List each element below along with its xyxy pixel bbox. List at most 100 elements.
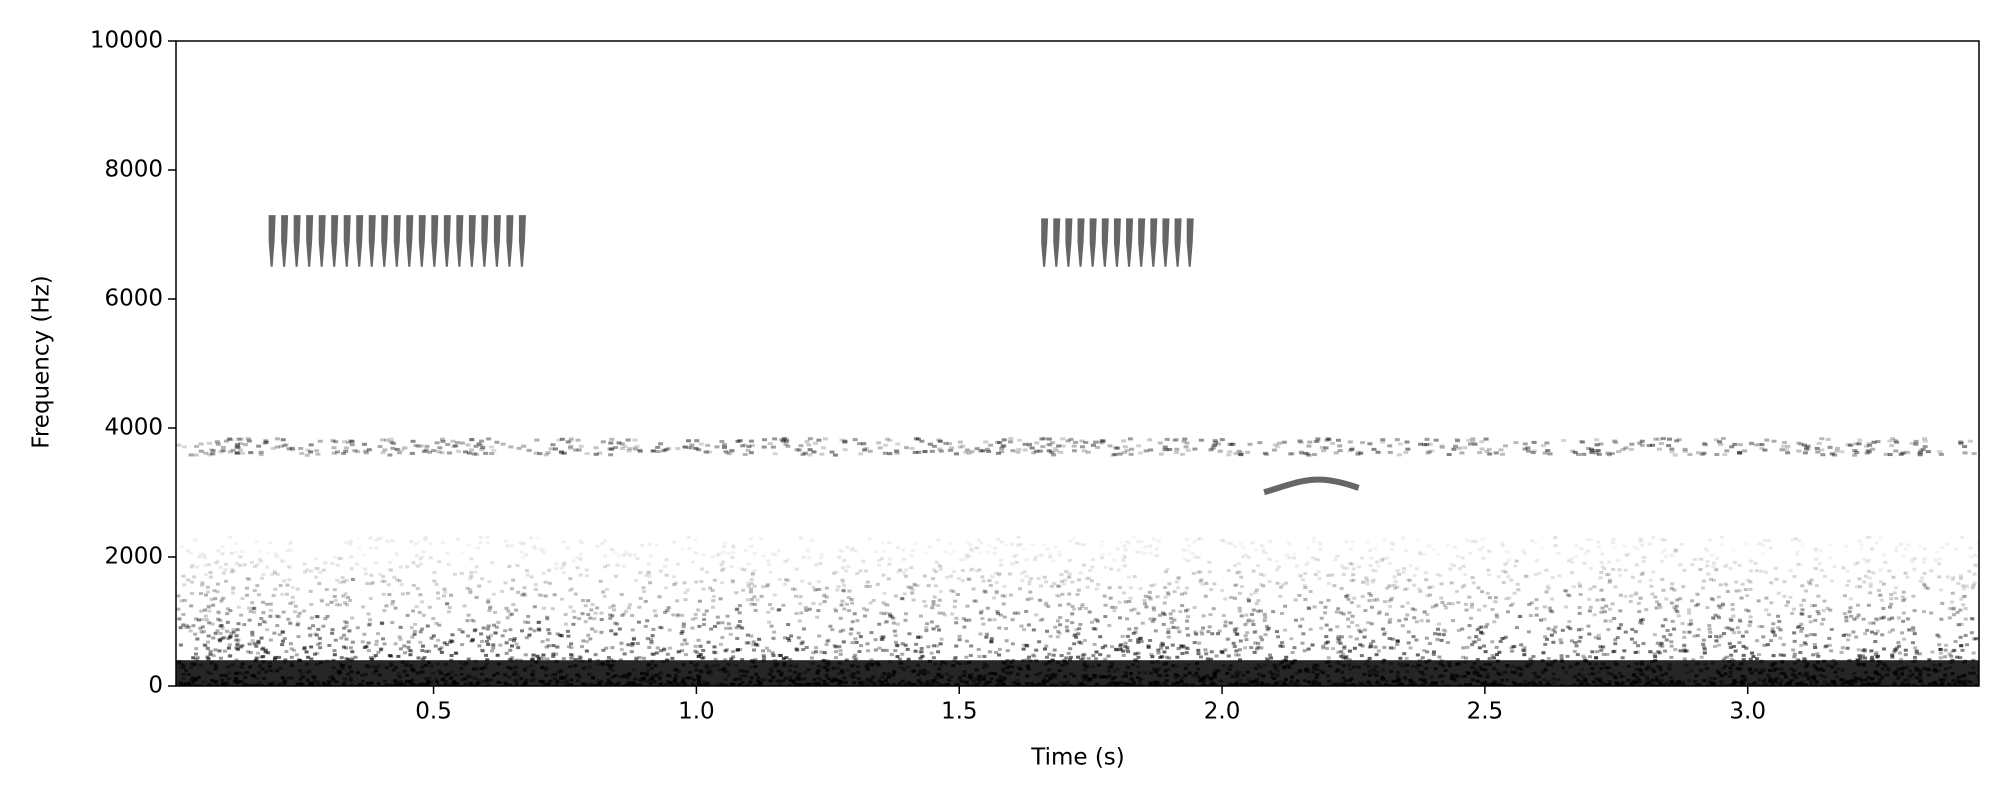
noise-speck — [354, 562, 359, 566]
noise-speck — [1481, 556, 1486, 560]
noise-speck — [210, 622, 215, 626]
noise-speck — [751, 643, 756, 647]
noise-speck — [193, 538, 198, 542]
noise-speck — [850, 620, 855, 624]
noise-speck — [1808, 582, 1813, 586]
noise-speck — [1406, 578, 1411, 582]
noise-speck — [1060, 592, 1065, 596]
noise-speck — [610, 646, 615, 650]
noise-speck — [1076, 655, 1081, 659]
noise-speck — [1461, 646, 1466, 650]
noise-speck — [1356, 604, 1361, 608]
noise-speck — [1237, 648, 1242, 652]
noise-speck — [1492, 620, 1497, 624]
noise-speck — [819, 553, 824, 557]
noise-speck — [788, 668, 792, 672]
noise-speck — [1647, 542, 1652, 546]
noise-speck — [474, 667, 479, 671]
noise-speck — [1752, 681, 1757, 685]
noise-speck — [1463, 572, 1468, 576]
noise-speck — [1087, 610, 1092, 614]
noise-speck — [183, 669, 188, 673]
noise-speck — [1043, 662, 1048, 666]
noise-speck — [1591, 680, 1596, 684]
noise-speck — [529, 575, 534, 579]
noise-speck — [1866, 558, 1871, 562]
noise-speck — [1544, 590, 1549, 594]
noise-speck — [832, 676, 837, 680]
noise-speck — [701, 648, 706, 652]
noise-speck — [1076, 632, 1081, 636]
noise-speck — [680, 548, 684, 551]
noise-speck — [1450, 602, 1455, 606]
noise-speck — [1251, 623, 1256, 627]
noise-speck — [1234, 680, 1239, 684]
noise-speck — [945, 575, 950, 579]
noise-speck — [1894, 545, 1899, 549]
noise-speck — [728, 626, 733, 630]
noise-speck — [332, 555, 337, 559]
noise-speck — [1085, 585, 1090, 589]
noise-speck — [1391, 583, 1396, 587]
noise-speck — [1914, 669, 1919, 673]
noise-speck — [1412, 583, 1417, 587]
noise-speck — [810, 661, 815, 665]
noise-speck — [1973, 563, 1978, 567]
noise-speck — [871, 598, 876, 602]
noise-speck — [1162, 613, 1167, 617]
noise-speck — [319, 598, 324, 602]
noise-speck — [533, 588, 538, 592]
noise-speck — [954, 644, 959, 648]
noise-speck — [798, 677, 803, 681]
noise-speck — [1772, 661, 1777, 665]
noise-speck — [1300, 617, 1305, 621]
noise-speck — [900, 642, 905, 646]
noise-speck — [1223, 597, 1228, 601]
noise-speck — [207, 621, 212, 625]
noise-speck — [1649, 584, 1654, 588]
noise-speck — [698, 653, 703, 657]
noise-speck — [752, 569, 757, 573]
noise-speck — [1802, 660, 1807, 664]
noise-speck — [384, 666, 389, 670]
noise-speck — [195, 565, 200, 569]
noise-speck — [658, 677, 663, 681]
noise-speck — [640, 543, 645, 547]
noise-speck — [1386, 556, 1391, 560]
noise-speck — [1820, 683, 1825, 686]
noise-speck — [434, 621, 439, 625]
noise-speck — [1949, 654, 1954, 658]
noise-speck — [536, 536, 541, 540]
noise-speck — [1029, 681, 1034, 685]
noise-speck — [1649, 650, 1654, 654]
noise-speck — [1246, 683, 1251, 686]
noise-speck — [932, 681, 937, 685]
noise-speck — [1596, 545, 1601, 549]
noise-speck — [749, 676, 754, 680]
noise-speck — [1362, 628, 1367, 632]
noise-speck — [405, 660, 410, 664]
noise-speck — [959, 558, 964, 562]
noise-speck — [1556, 552, 1561, 556]
noise-speck — [229, 631, 234, 635]
noise-speck — [1873, 617, 1878, 621]
noise-speck — [676, 613, 681, 617]
noise-speck — [331, 677, 336, 681]
noise-speck — [524, 636, 529, 640]
noise-speck — [1485, 675, 1490, 679]
noise-speck — [349, 555, 354, 559]
noise-speck — [946, 682, 951, 686]
noise-speck — [364, 664, 369, 668]
noise-speck — [1082, 653, 1087, 657]
noise-speck — [1553, 630, 1558, 634]
noise-speck — [1792, 631, 1797, 635]
noise-speck — [280, 676, 285, 680]
noise-speck — [1463, 660, 1468, 664]
noise-speck — [690, 682, 695, 686]
noise-speck — [1352, 665, 1357, 669]
noise-speck — [1186, 663, 1191, 667]
noise-speck — [1442, 603, 1447, 607]
noise-speck — [1822, 599, 1827, 603]
noise-speck — [1670, 582, 1675, 586]
noise-speck — [788, 675, 793, 679]
